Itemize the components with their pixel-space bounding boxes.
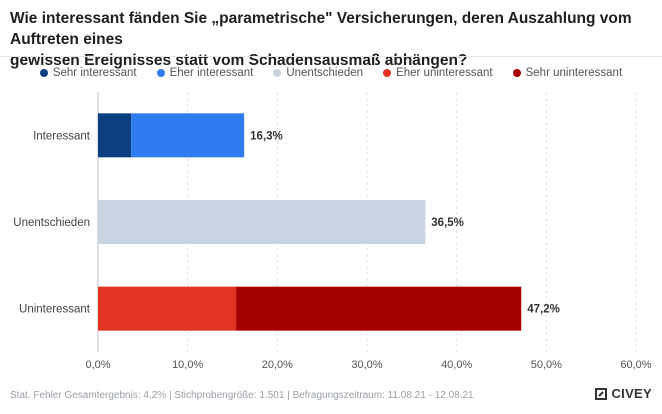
category-label-interessant: Interessant (33, 130, 91, 142)
legend-item-unentschieden[interactable]: Unentschieden (273, 64, 363, 82)
bar-segment-unentschieden-unentschieden[interactable] (98, 200, 426, 244)
legend-item-sehr-interessant[interactable]: Sehr interessant (39, 64, 137, 82)
footer-note: Stat. Fehler Gesamtergebnis: 4,2% | Stic… (10, 390, 474, 401)
legend-label: Eher interessant (169, 67, 254, 79)
legend-label: Sehr uninteressant (525, 67, 623, 79)
x-tick-label: 0,0% (85, 359, 110, 371)
bar-segment-interessant-eher-interessant[interactable] (131, 113, 245, 158)
legend-item-eher-interessant[interactable]: Eher interessant (156, 64, 254, 82)
civey-logo-icon (595, 387, 608, 400)
x-tick-label: 60,0% (620, 359, 651, 371)
legend-label: Sehr interessant (52, 67, 137, 79)
x-tick-label: 40,0% (441, 359, 472, 371)
x-tick-label: 10,0% (172, 359, 203, 371)
civey-logo[interactable]: CIVEY (594, 386, 652, 401)
legend-item-sehr-uninteressant[interactable]: Sehr uninteressant (512, 64, 623, 82)
bar-segment-uninteressant-sehr-uninteressant[interactable] (236, 286, 522, 331)
legend-swatch (39, 69, 48, 77)
legend-swatch (273, 69, 282, 77)
chart-title-line-1: Wie interessant fänden Sie „parametrisch… (10, 10, 632, 48)
category-label-uninteressant: Uninteressant (19, 304, 91, 316)
title-divider (0, 56, 662, 57)
bar-segment-interessant-sehr-interessant[interactable] (98, 113, 132, 158)
legend-swatch (156, 69, 165, 77)
bar-segment-uninteressant-eher-uninteressant[interactable] (98, 286, 237, 331)
data-label-unentschieden: 36,5% (431, 217, 464, 229)
civey-logo-text: CIVEY (611, 386, 652, 401)
data-label-uninteressant: 47,2% (527, 304, 560, 316)
legend-label: Unentschieden (286, 67, 364, 79)
data-label-interessant: 16,3% (250, 130, 283, 142)
chart-legend: Sehr interessant Eher interessant Unentsch… (0, 64, 662, 82)
category-label-unentschieden: Unentschieden (13, 217, 90, 229)
x-tick-label: 30,0% (351, 359, 382, 371)
legend-label: Eher uninteressant (396, 67, 493, 79)
x-tick-label: 50,0% (531, 359, 562, 371)
x-tick-label: 20,0% (262, 359, 293, 371)
legend-swatch (383, 69, 392, 77)
legend-item-eher-uninteressant[interactable]: Eher uninteressant (383, 64, 493, 82)
legend-swatch (512, 69, 521, 77)
